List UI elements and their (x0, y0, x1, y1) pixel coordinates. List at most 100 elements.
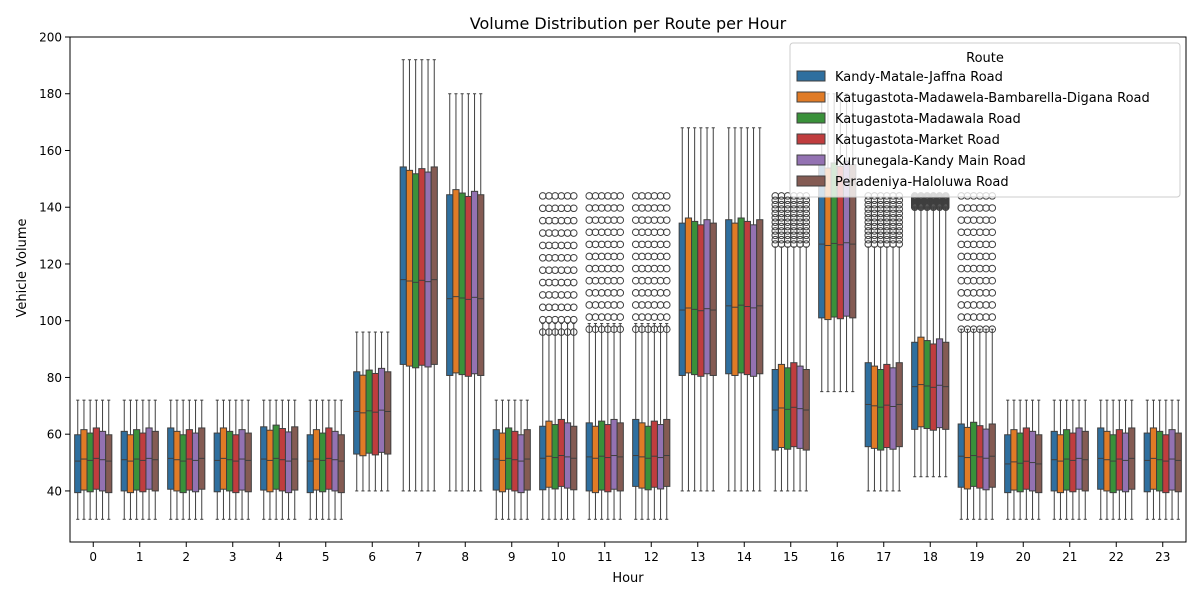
box-5 (291, 426, 299, 491)
outlier-point (551, 303, 559, 312)
box-2 (86, 432, 94, 493)
box-1 (266, 429, 274, 493)
box-0 (1143, 432, 1151, 493)
box-2 (970, 421, 978, 487)
outlier-point (963, 313, 972, 321)
outlier-point (988, 289, 997, 297)
outlier-point (969, 240, 978, 249)
box-2 (1063, 429, 1071, 491)
outlier-point (631, 228, 640, 237)
box-4 (889, 367, 897, 450)
box-1 (1056, 434, 1065, 494)
box-3 (185, 429, 193, 491)
outlier-point (604, 301, 612, 309)
outlier-point (638, 252, 646, 261)
outlier-point (650, 301, 659, 309)
outlier-point (616, 228, 625, 237)
outlier-point (895, 205, 904, 213)
outlier-point (638, 289, 646, 297)
outlier-point (563, 303, 572, 312)
box-2 (877, 369, 885, 451)
outlier-point (585, 204, 594, 212)
box-1 (870, 365, 879, 449)
box-5 (709, 222, 717, 376)
outlier-point (802, 227, 811, 235)
outlier-point (969, 301, 978, 309)
box-0 (632, 418, 640, 487)
outlier-point (802, 200, 811, 209)
box-4 (563, 422, 572, 489)
outlier-point (662, 204, 671, 212)
box-1 (498, 432, 507, 493)
outlier-point (610, 313, 618, 321)
box-5 (244, 432, 252, 493)
box-1 (591, 425, 600, 494)
y-tick-label: 60 (47, 428, 62, 442)
outlier-point (585, 313, 594, 321)
box-1 (638, 422, 646, 489)
outlier-point (569, 266, 578, 274)
box-2 (412, 173, 420, 369)
outlier-point (644, 228, 652, 237)
box-0 (399, 166, 407, 365)
box-0 (957, 423, 965, 488)
outlier-point (597, 192, 606, 200)
outlier-point (545, 253, 553, 262)
outlier-point (563, 291, 572, 299)
box-4 (703, 219, 711, 375)
box-3 (418, 168, 426, 366)
y-tick-label: 160 (39, 144, 62, 158)
outlier-point (557, 303, 566, 312)
y-tick-label: 40 (47, 484, 62, 498)
outlier-point (969, 252, 978, 261)
outlier-point (895, 231, 904, 240)
outlier-point (597, 313, 606, 321)
outlier-point (662, 216, 671, 224)
outlier-point (604, 192, 612, 200)
outlier-point (638, 240, 646, 249)
outlier-point (988, 204, 997, 212)
outlier-point (551, 253, 559, 262)
y-tick-label: 140 (39, 201, 62, 215)
outlier-point (631, 301, 640, 309)
box-2 (598, 420, 606, 491)
x-tick-label: 3 (229, 550, 237, 564)
outlier-point (591, 301, 600, 309)
outlier-point (988, 228, 997, 237)
outlier-point (563, 278, 572, 287)
outlier-point (656, 228, 665, 237)
outlier-point (569, 303, 578, 312)
box-0 (725, 219, 733, 375)
outlier-point (969, 264, 978, 273)
outlier-point (551, 266, 559, 274)
outlier-point (988, 240, 997, 249)
outlier-point (638, 301, 646, 309)
outlier-point (988, 216, 997, 224)
box-1 (173, 430, 181, 492)
legend-label: Kandy-Matale-Jaffna Road (835, 70, 1003, 85)
legend-swatch (796, 133, 826, 145)
box-1 (405, 169, 414, 367)
box-0 (492, 429, 500, 491)
outlier-point (597, 216, 606, 224)
outlier-point (616, 192, 625, 200)
box-4 (331, 430, 339, 492)
outlier-point (538, 216, 547, 225)
outlier-point (597, 289, 606, 297)
outlier-point (610, 301, 618, 309)
box-1 (359, 374, 367, 457)
box-4 (749, 224, 758, 377)
box-5 (430, 166, 438, 365)
outlier-point (585, 216, 594, 224)
outlier-point (650, 240, 659, 249)
box-2 (272, 424, 280, 490)
outlier-point (538, 229, 547, 237)
outlier-point (551, 204, 559, 213)
outlier-point (976, 216, 984, 224)
outlier-point (551, 291, 559, 299)
outlier-point (895, 209, 904, 218)
y-axis-label: Vehicle Volume (15, 219, 30, 318)
outlier-point (957, 204, 966, 212)
outlier-point (662, 276, 671, 285)
outlier-point (545, 204, 553, 213)
